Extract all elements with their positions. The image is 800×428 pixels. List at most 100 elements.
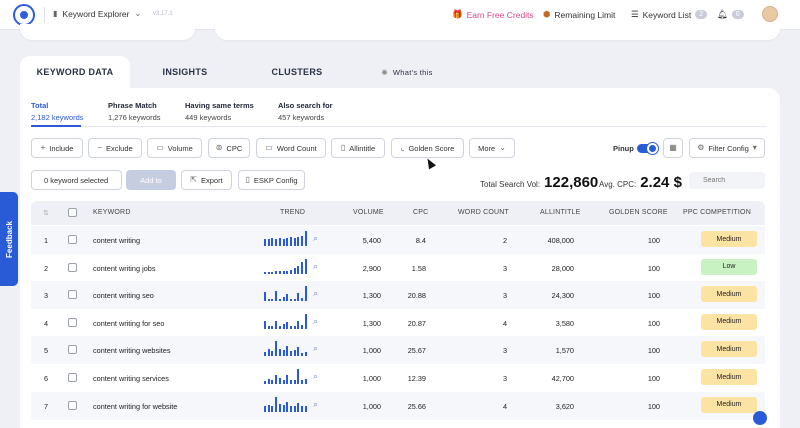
export-button[interactable]: ⇱ Export <box>181 170 232 190</box>
header-keyword[interactable]: KEYWORD <box>93 209 131 216</box>
search-input[interactable] <box>689 172 765 189</box>
keyword-list-link[interactable]: ☰ Keyword List 2 <box>631 9 708 20</box>
keyword-cell: content writing for website <box>93 401 178 411</box>
magnifier-icon[interactable]: ⌕ <box>313 288 319 299</box>
subtab-also-search[interactable]: Also search for 457 keywords <box>278 100 333 124</box>
trend-bar <box>275 375 278 384</box>
subtab-same-terms[interactable]: Having same terms 449 keywords <box>185 100 254 124</box>
avg-cpc-value: 2.24 $ <box>640 174 682 191</box>
tool-name: Keyword Explorer <box>62 9 130 19</box>
magnifier-icon[interactable]: ⌕ <box>313 343 319 354</box>
trend-bar <box>282 270 285 274</box>
sort-icon[interactable]: ⇅ <box>43 210 50 217</box>
table-row[interactable]: 1 content writing ⌕ 5,400 8.4 2 408,000 100 Medi… <box>31 226 765 254</box>
subtab-count: 1,276 keywords <box>108 113 161 122</box>
tab-insights[interactable]: INSIGHTS <box>162 67 208 77</box>
row-checkbox[interactable] <box>68 262 77 272</box>
word-count-cell: 2 <box>502 236 507 245</box>
row-checkbox[interactable] <box>68 317 77 327</box>
cpc-filter-button[interactable]: ⊚ CPC <box>208 138 250 158</box>
competition-badge: Medium <box>701 286 757 303</box>
cpc-cell: 20.88 <box>407 291 426 301</box>
add-to-button[interactable]: Add to <box>126 170 176 190</box>
trend-bar <box>267 271 270 274</box>
word-count-filter-button[interactable]: ▭ Word Count <box>256 138 326 158</box>
header-golden-score[interactable]: GOLDEN SCORE <box>609 209 668 216</box>
competition-badge: Medium <box>701 341 757 358</box>
tool-selector[interactable]: ▮ Keyword Explorer ⌄ <box>53 9 141 19</box>
trend-bar <box>282 297 285 302</box>
table-row[interactable]: 5 content writing websites ⌕ 1,000 25.67 3 1,5… <box>31 336 765 365</box>
tab-clusters[interactable]: CLUSTERS <box>271 67 323 77</box>
pinup-toggle[interactable] <box>637 143 658 154</box>
volume-filter-button[interactable]: ▭ Volume <box>147 138 202 158</box>
golden-score-cell: 100 <box>647 318 660 328</box>
row-checkbox[interactable] <box>68 235 77 244</box>
magnifier-icon[interactable]: ⌕ <box>313 371 319 381</box>
table-row[interactable]: 2 content writing jobs ⌕ 2,900 1.58 3 28,000 10… <box>31 254 765 282</box>
allintitle-filter-button[interactable]: ▯ Allintitle <box>331 138 385 158</box>
table-row[interactable]: 4 content writing for seo ⌕ 1,300 20.87 4 3,58… <box>31 309 765 337</box>
trend-bar <box>286 293 289 302</box>
coins-icon: ⊚ <box>215 143 223 152</box>
subtab-phrase-match[interactable]: Phrase Match 1,276 keywords <box>108 100 161 124</box>
row-checkbox[interactable] <box>68 290 77 300</box>
tab-keyword-data[interactable]: KEYWORD DATA <box>20 56 130 88</box>
magnifier-icon[interactable]: ⌕ <box>313 315 319 326</box>
golden-score-filter-button[interactable]: ⌞ Golden Score <box>391 138 464 158</box>
header-word-count[interactable]: WORD COUNT <box>458 209 509 216</box>
row-checkbox[interactable] <box>68 373 77 382</box>
average-cpc: Avg. CPC: 2.24 $ <box>599 174 682 191</box>
table-row[interactable]: 6 content writing services ⌕ 1,000 12.39 3 42,… <box>31 364 765 392</box>
trend-bar <box>293 405 296 412</box>
trend-bar <box>264 292 266 302</box>
gear-icon: ⚙ <box>697 143 705 152</box>
remaining-limit-link[interactable]: ⬢ Remaining Limit <box>543 9 615 20</box>
notifications-button[interactable]: 🔔︎ 0 <box>717 9 744 20</box>
more-filters-button[interactable]: More ⌄ <box>469 138 515 158</box>
trend-bar <box>304 231 307 246</box>
header-cpc[interactable]: CPC <box>413 209 429 216</box>
competition-badge: Medium <box>701 313 757 330</box>
trend-bar <box>278 325 281 329</box>
whats-this-link[interactable]: ✺ What's this <box>372 56 442 88</box>
header-allintitle[interactable]: ALLINTITLE <box>540 209 581 216</box>
subtab-count: 2,182 keywords <box>31 113 84 122</box>
columns-button[interactable]: ▦ <box>663 138 683 158</box>
magnifier-icon[interactable]: ⌕ <box>313 398 319 409</box>
select-all-checkbox[interactable] <box>68 208 77 217</box>
magnifier-icon[interactable]: ⌕ <box>313 233 319 243</box>
row-checkbox[interactable] <box>68 345 77 355</box>
trend-bar <box>293 325 296 329</box>
header-volume[interactable]: VOLUME <box>353 209 384 216</box>
earn-credits-link[interactable]: 🎁 Earn Free Credits <box>452 9 534 20</box>
trend-bar <box>293 350 296 357</box>
volume-cell: 5,400 <box>362 236 381 245</box>
trend-bar <box>297 237 300 246</box>
header-ppc-competition[interactable]: PPC COMPETITION <box>683 209 751 216</box>
row-checkbox[interactable] <box>68 400 77 410</box>
allintitle-label: Allintitle <box>349 143 376 153</box>
trend-sparkline <box>264 286 310 302</box>
exclude-filter-button[interactable]: − Exclude <box>88 138 142 158</box>
trend-bar <box>282 238 285 246</box>
keyword-cell: content writing jobs <box>93 263 156 273</box>
magnifier-icon[interactable]: ⌕ <box>313 260 319 271</box>
chat-button[interactable] <box>753 411 767 425</box>
subtab-total[interactable]: Total 2,182 keywords <box>31 100 84 124</box>
table-row[interactable]: 7 content writing for website ⌕ 1,000 25.66 4… <box>31 391 765 420</box>
cpc-cell: 20.87 <box>407 318 426 328</box>
feedback-tab[interactable]: Feedback <box>0 192 18 286</box>
app-logo-icon[interactable] <box>13 4 35 26</box>
trend-bar <box>304 405 307 412</box>
avatar[interactable] <box>762 6 778 22</box>
trend-bar <box>301 380 303 384</box>
include-filter-button[interactable]: + Include <box>31 138 83 158</box>
filter-config-button[interactable]: ⚙ Filter Config ▾ <box>689 138 765 158</box>
keyword-cell: content writing seo <box>93 291 154 301</box>
trend-bar <box>297 292 300 302</box>
eskp-config-button[interactable]: ▯ ESKP Config <box>238 170 305 190</box>
table-row[interactable]: 3 content writing seo ⌕ 1,300 20.88 3 24,300 10… <box>31 281 765 310</box>
subtab-label: Also search for <box>278 101 333 110</box>
trend-bar <box>286 375 289 384</box>
